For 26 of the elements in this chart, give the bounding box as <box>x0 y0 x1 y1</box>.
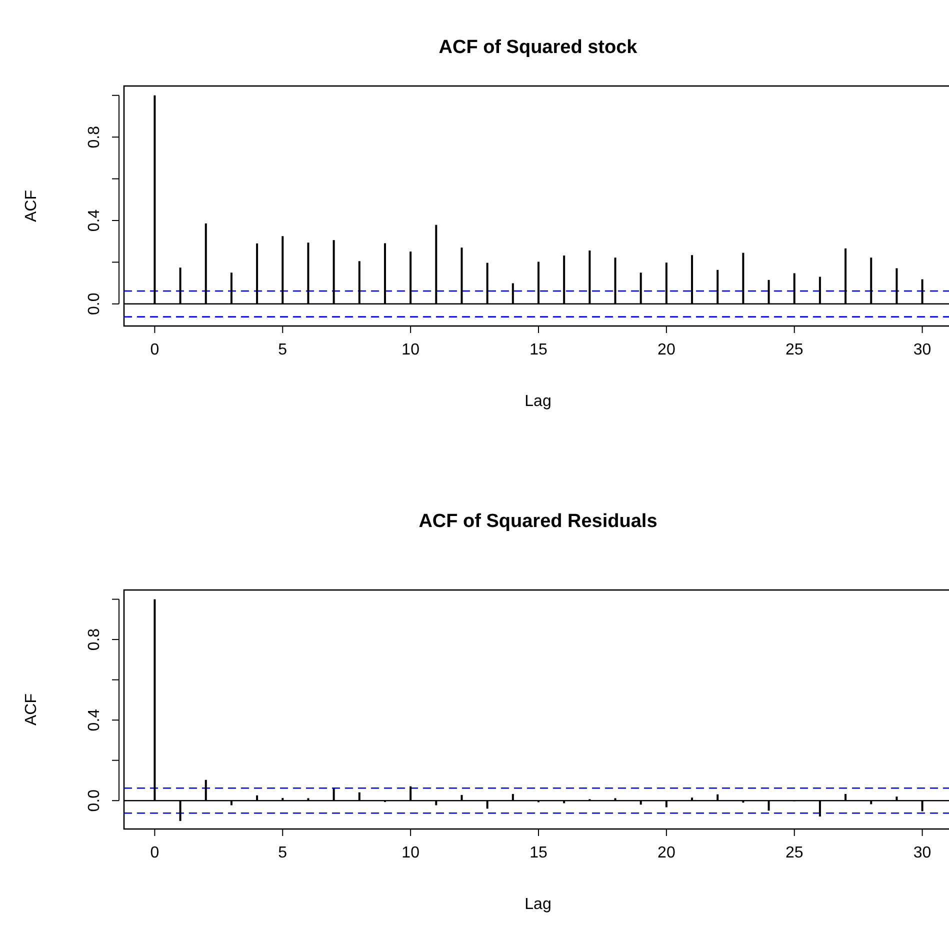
y-tick-label: 0.8 <box>86 628 104 651</box>
x-tick-label: 30 <box>913 341 932 358</box>
x-tick-label: 0 <box>150 844 160 862</box>
x-axis-title: Lag <box>524 896 552 913</box>
x-tick-label: 20 <box>658 341 676 358</box>
x-tick-label: 15 <box>530 341 548 358</box>
chart-title: ACF of Squared stock <box>438 37 638 58</box>
x-tick-label: 10 <box>402 341 420 358</box>
x-tick-label: 0 <box>150 341 160 358</box>
y-axis-title: ACF <box>23 190 40 222</box>
x-tick-label: 5 <box>278 341 288 358</box>
x-axis-title: Lag <box>524 393 552 410</box>
x-tick-label: 25 <box>785 341 804 358</box>
y-tick-label: 0.0 <box>86 292 104 316</box>
y-tick-label: 0.4 <box>86 708 104 732</box>
y-axis-title: ACF <box>23 693 40 726</box>
x-tick-label: 15 <box>530 844 548 862</box>
y-tick-label: 0.4 <box>86 209 104 232</box>
x-tick-label: 20 <box>658 844 676 862</box>
x-tick-label: 25 <box>785 844 804 862</box>
y-tick-label: 0.0 <box>86 789 104 812</box>
y-tick-label: 0.8 <box>86 126 104 148</box>
x-tick-label: 5 <box>278 844 288 862</box>
x-tick-label: 30 <box>913 844 932 862</box>
chart-title: ACF of Squared Residuals <box>418 511 658 532</box>
x-tick-label: 10 <box>402 844 420 862</box>
